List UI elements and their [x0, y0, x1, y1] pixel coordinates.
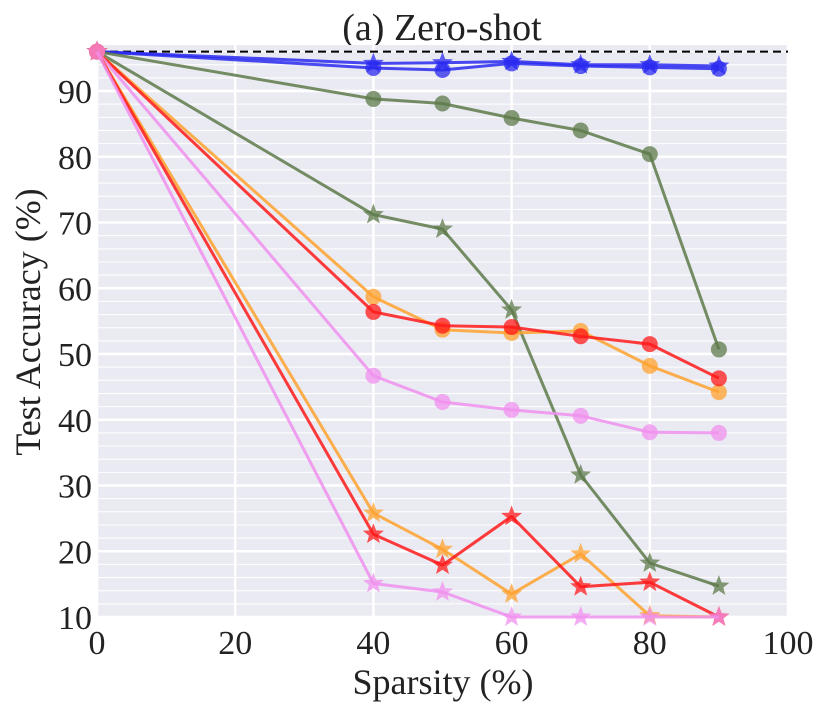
data-point-red-star [639, 571, 661, 592]
data-point-green-star [570, 464, 592, 484]
data-point-blue-star [708, 55, 730, 75]
data-point-orange-circle [365, 288, 382, 305]
data-point-green-circle [572, 122, 589, 139]
x-tick-label: 40 [356, 625, 390, 662]
x-tick-label: 80 [633, 625, 667, 662]
y-tick-label: 40 [58, 403, 92, 440]
data-point-pink-circle [503, 401, 520, 418]
data-point-pink-circle [641, 424, 658, 441]
data-point-red-circle [572, 328, 589, 345]
y-tick-label: 60 [58, 271, 92, 308]
data-point-green-circle [503, 109, 520, 126]
data-point-red-circle [503, 319, 520, 336]
data-point-pink-circle [710, 424, 727, 441]
data-point-red-star [432, 554, 453, 574]
data-point-orange-star [570, 542, 592, 563]
data-point-green-circle [434, 95, 451, 112]
data-point-red-circle [710, 370, 727, 387]
data-point-pink-star [362, 572, 384, 593]
y-tick-label: 30 [58, 469, 92, 506]
data-point-red-circle [365, 303, 382, 320]
data-point-red-circle [434, 317, 451, 334]
data-point-green-star [362, 203, 384, 224]
data-point-orange-star [432, 538, 453, 559]
data-point-red-circle [641, 336, 658, 353]
x-tick-label: 0 [89, 625, 106, 662]
data-point-pink-circle [365, 367, 382, 384]
data-point-pink-star [501, 606, 523, 626]
series-pink-star [86, 40, 730, 626]
data-point-orange-circle [641, 357, 658, 374]
y-axis-label: Test Accuracy (%) [8, 188, 48, 455]
data-point-green-star [639, 552, 661, 572]
x-axis-label: Sparsity (%) [353, 662, 534, 702]
data-point-blue-star [501, 50, 523, 71]
y-tick-label: 90 [58, 74, 92, 111]
chart-title: (a) Zero-shot [342, 7, 542, 49]
data-point-red-star [362, 523, 384, 544]
y-tick-label: 20 [58, 534, 92, 571]
data-point-blue-star [432, 51, 453, 72]
data-point-green-star [432, 218, 453, 238]
data-point-orange-circle [710, 384, 727, 401]
data-point-blue-star [570, 53, 592, 74]
data-point-pink-star [86, 40, 108, 61]
data-point-pink-star [639, 606, 661, 626]
x-tick-label: 100 [763, 625, 814, 662]
y-tick-label: 70 [58, 206, 92, 243]
data-point-pink-star [708, 606, 730, 626]
data-point-orange-star [362, 502, 384, 522]
data-point-green-circle [710, 341, 727, 358]
x-tick-label: 60 [495, 625, 529, 662]
data-point-green-circle [365, 90, 382, 107]
data-point-pink-circle [572, 407, 589, 424]
data-point-blue-star [639, 53, 661, 74]
series-blue-star [86, 40, 730, 75]
data-point-red-star [570, 575, 592, 596]
y-tick-label: 80 [58, 140, 92, 177]
y-tick-label: 10 [58, 600, 92, 637]
data-point-orange-star [501, 583, 523, 603]
data-point-green-star [708, 575, 730, 595]
data-point-pink-star [570, 606, 592, 626]
data-point-green-star [501, 299, 523, 319]
tick-labels: 0 20 40 60 80 100 10 20 30 40 50 60 70 80 90 [58, 74, 814, 662]
data-point-blue-star [362, 52, 384, 73]
series-layer [86, 40, 730, 626]
data-point-green-circle [641, 146, 658, 163]
data-point-pink-circle [434, 394, 451, 411]
data-point-pink-star [432, 581, 453, 601]
x-tick-label: 20 [218, 625, 252, 662]
data-point-red-star [501, 505, 523, 526]
y-tick-label: 50 [58, 337, 92, 374]
